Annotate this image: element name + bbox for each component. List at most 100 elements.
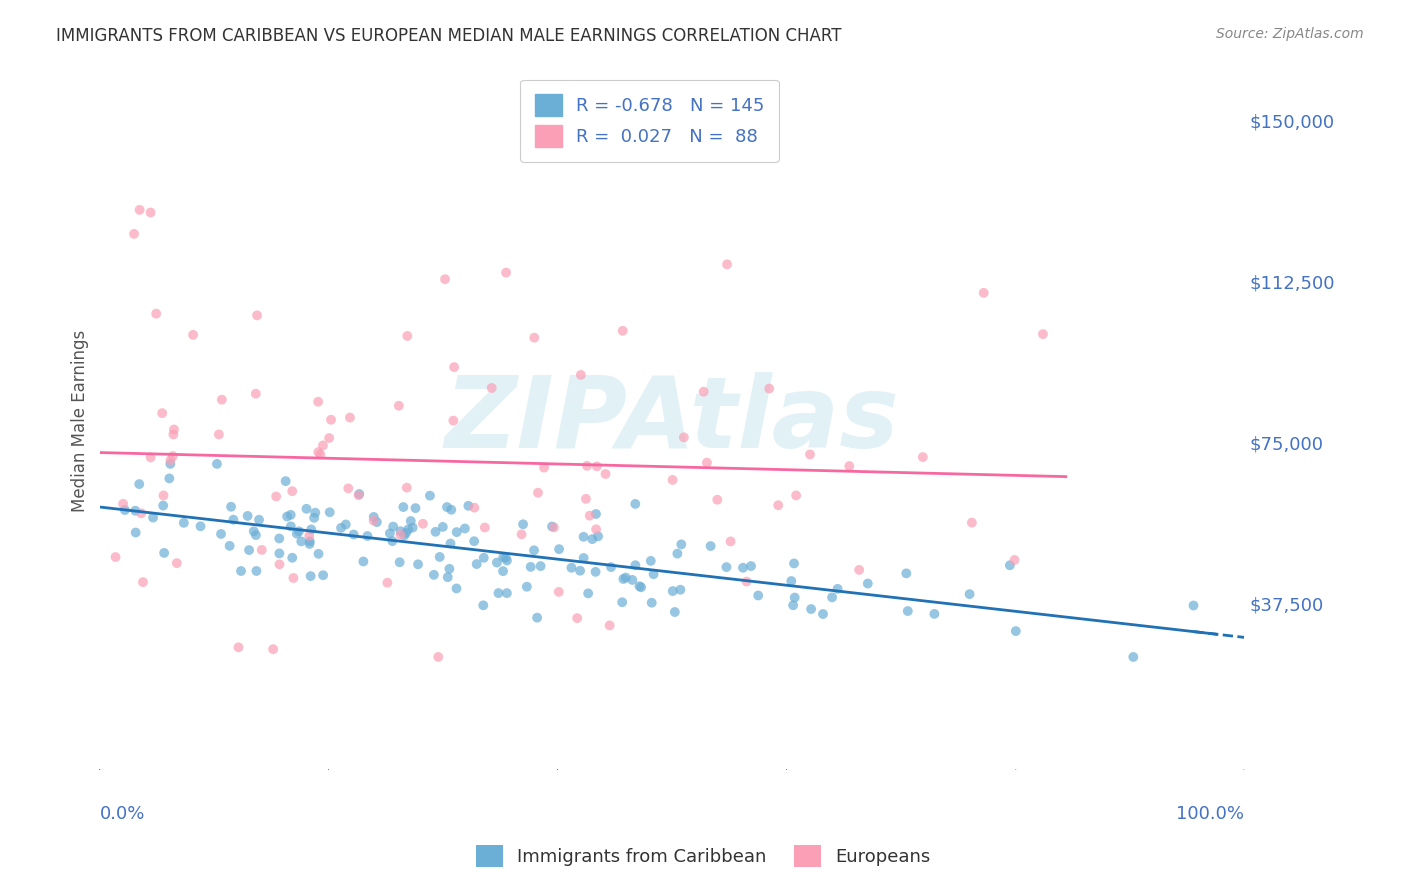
Point xyxy=(612,595,634,609)
Point xyxy=(1122,649,1144,664)
Point xyxy=(1032,327,1054,342)
Point xyxy=(578,508,600,523)
Point xyxy=(389,524,412,539)
Point xyxy=(125,525,148,540)
Point xyxy=(758,382,780,396)
Point xyxy=(250,542,273,557)
Point xyxy=(406,558,429,572)
Point xyxy=(162,427,184,442)
Point xyxy=(783,557,806,571)
Point xyxy=(247,513,270,527)
Point xyxy=(782,599,804,613)
Point xyxy=(423,567,446,582)
Point xyxy=(838,458,860,473)
Point xyxy=(973,285,995,300)
Point xyxy=(585,507,607,521)
Point xyxy=(347,488,370,502)
Point xyxy=(281,550,304,565)
Point xyxy=(434,272,457,286)
Point xyxy=(692,384,714,399)
Point xyxy=(585,565,607,579)
Point xyxy=(661,584,683,599)
Text: IMMIGRANTS FROM CARIBBEAN VS EUROPEAN MEDIAN MALE EARNINGS CORRELATION CHART: IMMIGRANTS FROM CARIBBEAN VS EUROPEAN ME… xyxy=(56,27,842,45)
Point xyxy=(716,257,738,271)
Point xyxy=(173,516,195,530)
Point xyxy=(896,566,918,581)
Point xyxy=(163,422,186,436)
Point xyxy=(114,503,136,517)
Point xyxy=(1004,624,1026,638)
Point xyxy=(382,519,405,533)
Point xyxy=(440,502,463,516)
Point xyxy=(139,450,162,465)
Point xyxy=(166,556,188,570)
Point xyxy=(276,509,298,524)
Point xyxy=(264,490,287,504)
Point xyxy=(404,501,426,516)
Y-axis label: Median Male Earnings: Median Male Earnings xyxy=(72,330,89,512)
Point xyxy=(747,589,769,603)
Point xyxy=(600,560,623,574)
Point xyxy=(495,550,517,565)
Point xyxy=(389,528,412,542)
Point xyxy=(366,515,388,529)
Point xyxy=(304,506,326,520)
Point xyxy=(735,574,758,589)
Point xyxy=(585,522,607,536)
Point xyxy=(219,500,242,514)
Point xyxy=(299,523,322,537)
Point xyxy=(432,520,454,534)
Point xyxy=(454,521,477,535)
Text: ZIPAtlas: ZIPAtlas xyxy=(446,372,900,469)
Point xyxy=(269,546,291,560)
Point xyxy=(396,329,419,343)
Point xyxy=(402,520,425,534)
Point xyxy=(495,266,517,280)
Point xyxy=(630,580,652,594)
Point xyxy=(122,227,145,241)
Point xyxy=(612,572,634,586)
Text: Source: ZipAtlas.com: Source: ZipAtlas.com xyxy=(1216,27,1364,41)
Point xyxy=(664,605,686,619)
Point xyxy=(439,536,461,550)
Point xyxy=(720,534,742,549)
Point xyxy=(960,516,983,530)
Point xyxy=(245,386,267,401)
Point xyxy=(209,527,232,541)
Point xyxy=(218,539,240,553)
Point xyxy=(396,523,419,537)
Point xyxy=(998,558,1021,573)
Point xyxy=(463,500,485,515)
Point xyxy=(162,449,184,463)
Point xyxy=(152,499,174,513)
Point xyxy=(298,529,321,543)
Point xyxy=(349,487,371,501)
Point xyxy=(526,610,548,624)
Point xyxy=(671,537,693,551)
Point xyxy=(153,546,176,560)
Point xyxy=(541,519,564,533)
Point xyxy=(238,543,260,558)
Point xyxy=(666,547,689,561)
Point xyxy=(799,447,821,461)
Point xyxy=(377,575,399,590)
Point xyxy=(274,474,297,488)
Point xyxy=(614,570,637,584)
Point xyxy=(280,519,302,533)
Point xyxy=(624,558,647,573)
Point xyxy=(205,457,228,471)
Point xyxy=(569,564,592,578)
Point xyxy=(222,513,245,527)
Point xyxy=(519,559,541,574)
Point xyxy=(394,528,416,542)
Point xyxy=(780,574,803,588)
Point xyxy=(388,555,411,569)
Point xyxy=(492,564,515,578)
Point xyxy=(312,568,335,582)
Point xyxy=(312,438,335,452)
Point xyxy=(190,519,212,533)
Point xyxy=(269,558,291,572)
Point xyxy=(783,591,806,605)
Point xyxy=(395,481,418,495)
Point xyxy=(319,413,342,427)
